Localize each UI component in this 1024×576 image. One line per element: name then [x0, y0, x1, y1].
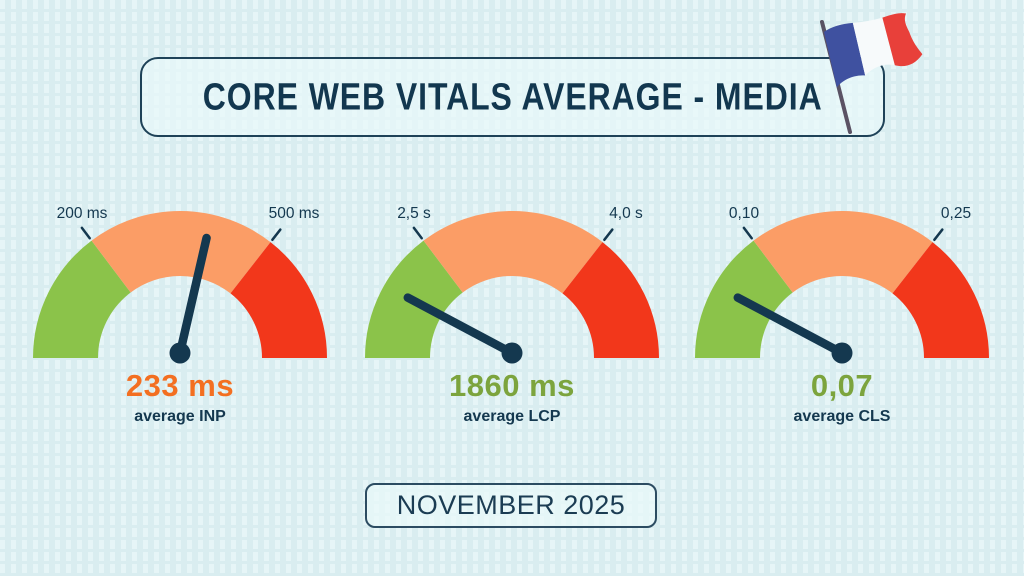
gauge-inp: 200 ms 500 ms: [33, 205, 327, 364]
gauge-caption-cls: average CLS: [793, 408, 891, 425]
gauge-lcp: 2,5 s 4,0 s: [365, 205, 659, 364]
gauge-needle: [733, 293, 847, 358]
gauge-tick: [933, 228, 944, 242]
gauge-card-inp: 200 ms 500 ms 233 ms average INP: [20, 190, 340, 426]
gauge-threshold-label: 200 ms: [57, 205, 108, 222]
gauge-threshold-label: 2,5 s: [397, 205, 431, 222]
gauge-card-cls: 0,10 0,25 0,07 average CLS: [682, 190, 1002, 426]
gauge-value-inp: 233 ms: [125, 368, 235, 403]
gauge-cls: 0,10 0,25: [695, 205, 989, 364]
gauge-tick: [603, 228, 614, 242]
gauge-threshold-label: 0,10: [729, 205, 760, 222]
gauge-arc-segment: [229, 242, 327, 360]
gauge-caption-lcp: average LCP: [463, 408, 561, 425]
gauge-needle: [175, 233, 211, 358]
france-flag-icon: [820, 13, 923, 134]
period-label: NOVEMBER 2025: [396, 490, 626, 520]
gauge-value-cls: 0,07: [810, 368, 874, 403]
gauge-arc-segment: [753, 211, 933, 295]
gauge-card-lcp: 2,5 s 4,0 s 1860 ms average LCP: [352, 190, 672, 426]
gauge-arc-segment: [423, 211, 603, 295]
gauge-arc-segment: [891, 242, 989, 360]
gauge-arc-segment: [33, 240, 132, 360]
gauge-value-lcp: 1860 ms: [449, 368, 575, 403]
gauge-arc-segment: [365, 240, 464, 360]
gauge-tick: [271, 228, 282, 242]
flag-cloth: [824, 13, 923, 88]
gauge-tick: [412, 226, 423, 240]
gauge-needle: [403, 293, 517, 358]
gauge-needle-pivot: [169, 342, 191, 364]
gauge-needle-pivot: [831, 342, 853, 364]
gauge-caption-inp: average INP: [134, 408, 226, 425]
gauge-arc-segment: [91, 211, 271, 295]
gauge-tick: [742, 226, 753, 240]
gauge-threshold-label: 0,25: [941, 205, 971, 222]
gauge-threshold-label: 4,0 s: [609, 205, 643, 222]
gauge-needle-pivot: [501, 342, 523, 364]
page-title: CORE WEB VITALS AVERAGE - MEDIA: [202, 75, 823, 118]
gauge-tick: [80, 226, 91, 240]
title-box: CORE WEB VITALS AVERAGE - MEDIA: [140, 57, 885, 137]
gauge-arc-segment: [695, 240, 794, 360]
gauge-arc-segment: [561, 242, 659, 360]
gauge-threshold-label: 500 ms: [269, 205, 320, 222]
period-badge: NOVEMBER 2025: [365, 483, 657, 528]
